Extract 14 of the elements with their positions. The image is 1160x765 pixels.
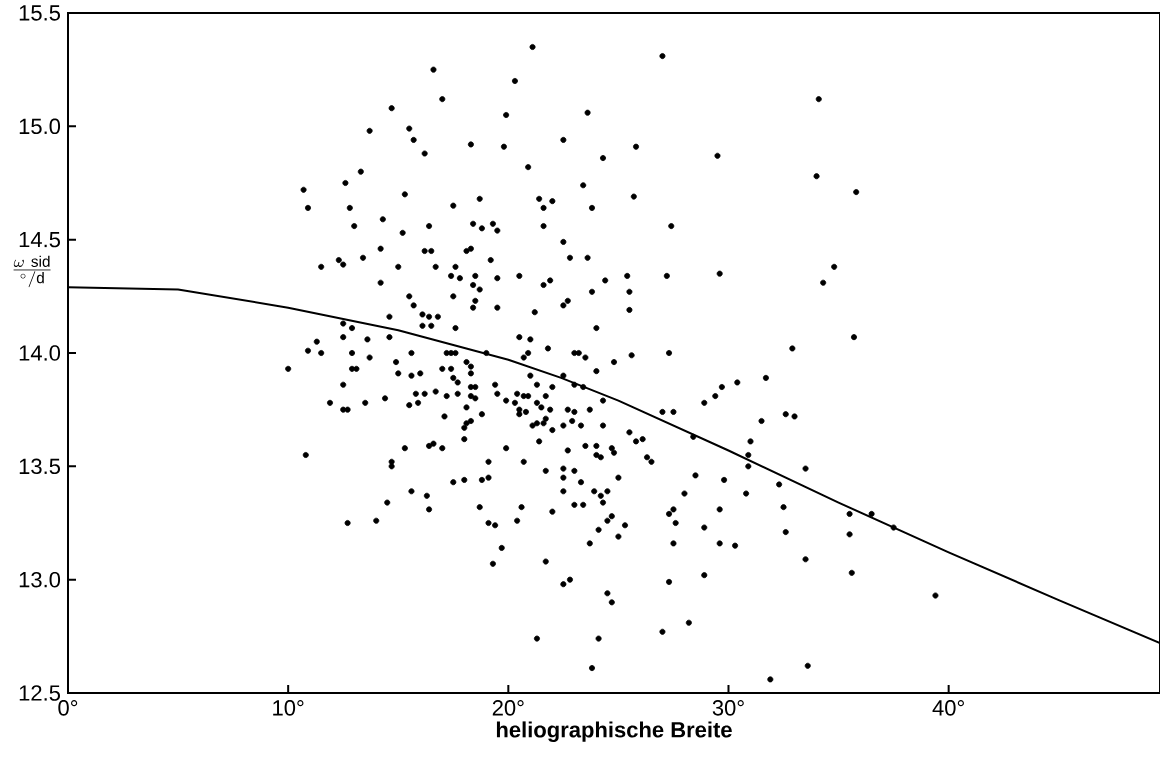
x-axis-title: heliographische Breite: [496, 721, 732, 742]
y-tick-label: 14.0: [19, 345, 61, 361]
x-tick-label: 40°: [932, 700, 964, 716]
y-tick-label: 15.0: [19, 118, 61, 135]
x-tick-label: 20°: [492, 700, 524, 716]
y-tick-label: 12.5: [19, 685, 60, 701]
x-tick-label: 30°: [712, 700, 744, 716]
y-tick-label: 15.5: [19, 5, 60, 21]
y-axis-title: $\frac{\omega\ \mathrm{sid}}{^{\circ}/\mathrm{d}}$: [13, 255, 51, 288]
x-tick-label: 0°: [58, 700, 78, 716]
y-tick-label: 14.5: [19, 232, 60, 248]
y-tick-label: 13.5: [19, 458, 60, 475]
y-tick-label: 13.0: [19, 571, 61, 588]
x-tick-label: 10°: [273, 700, 304, 716]
